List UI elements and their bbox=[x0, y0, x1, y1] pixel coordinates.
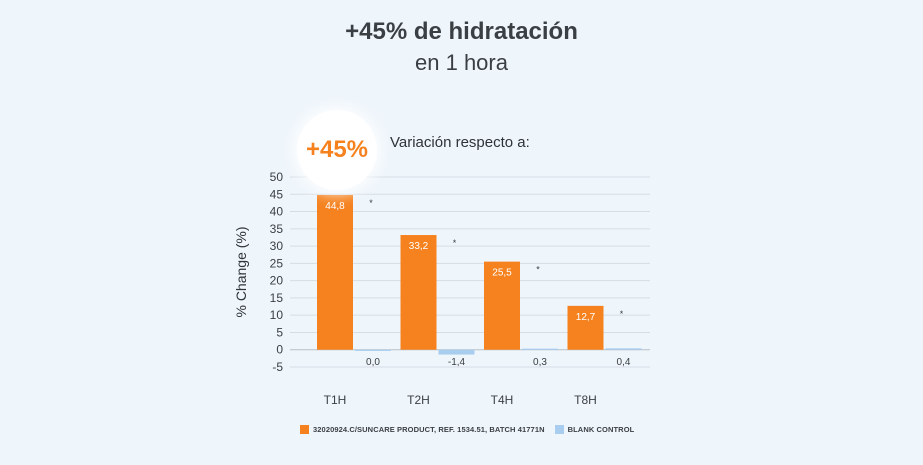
legend-item-product: 32020924.C/SUNCARE PRODUCT, REF. 1534.51… bbox=[300, 425, 545, 434]
significance-marker: * bbox=[536, 265, 540, 275]
y-tick-label: 50 bbox=[270, 170, 284, 184]
bar-control bbox=[355, 349, 391, 351]
significance-marker: * bbox=[620, 309, 624, 319]
data-label-control: 0,3 bbox=[533, 357, 547, 368]
bar-product bbox=[400, 235, 437, 350]
x-tick-label: T1H bbox=[324, 393, 347, 407]
significance-marker: * bbox=[369, 198, 373, 208]
y-tick-label: 0 bbox=[276, 343, 283, 357]
y-tick-label: -5 bbox=[272, 360, 283, 374]
x-tick-label: T8H bbox=[574, 393, 597, 407]
bar-control bbox=[605, 348, 642, 350]
y-tick-label: 5 bbox=[276, 325, 283, 339]
data-label-product: 44,8 bbox=[325, 201, 345, 212]
data-label-control: 0,4 bbox=[617, 357, 631, 368]
y-tick-label: 40 bbox=[270, 205, 284, 219]
y-tick-label: 45 bbox=[270, 187, 284, 201]
legend-swatch-product bbox=[300, 425, 309, 434]
legend-label-control: BLANK CONTROL bbox=[567, 425, 635, 434]
data-labels: 44,8 0,0 * 33,2 -1,4 * 25,5 0,3 * 12,7 0,4 * bbox=[325, 198, 631, 368]
y-tick-label: 25 bbox=[270, 256, 284, 270]
chart-subtitle: en 1 hora bbox=[415, 50, 508, 75]
y-tick-label: 10 bbox=[270, 308, 284, 322]
y-axis-label: % Change (%) bbox=[233, 226, 249, 317]
x-tick-labels: T1H T2H T4H T8H bbox=[324, 393, 597, 407]
bar-product bbox=[484, 261, 520, 350]
data-label-product: 25,5 bbox=[492, 268, 512, 279]
legend-label-product: 32020924.C/SUNCARE PRODUCT, REF. 1534.51… bbox=[313, 425, 545, 434]
highlight-badge: +45% bbox=[297, 110, 377, 190]
x-tick-label: T2H bbox=[407, 393, 430, 407]
y-tick-label: 35 bbox=[270, 222, 284, 236]
bars bbox=[317, 194, 642, 355]
data-label-control: 0,0 bbox=[366, 357, 380, 368]
legend-item-control: BLANK CONTROL bbox=[554, 425, 635, 434]
variation-label: Variación respecto a: bbox=[390, 134, 530, 151]
legend-swatch-control bbox=[554, 425, 564, 434]
y-tick-label: 20 bbox=[270, 274, 284, 288]
bar-product bbox=[317, 194, 353, 350]
legend: 32020924.C/SUNCARE PRODUCT, REF. 1534.51… bbox=[300, 425, 634, 434]
y-tick-label: 30 bbox=[270, 239, 284, 253]
bar-control bbox=[522, 348, 558, 350]
chart-title: +45% de hidratación bbox=[345, 18, 578, 45]
x-tick-label: T4H bbox=[491, 393, 514, 407]
data-label-product: 33,2 bbox=[409, 241, 429, 252]
significance-marker: * bbox=[453, 238, 457, 248]
bar-control bbox=[438, 349, 475, 355]
bar-product bbox=[567, 305, 604, 350]
data-label-control: -1,4 bbox=[448, 357, 466, 368]
data-label-product: 12,7 bbox=[576, 312, 596, 323]
y-tick-label: 15 bbox=[270, 291, 284, 305]
